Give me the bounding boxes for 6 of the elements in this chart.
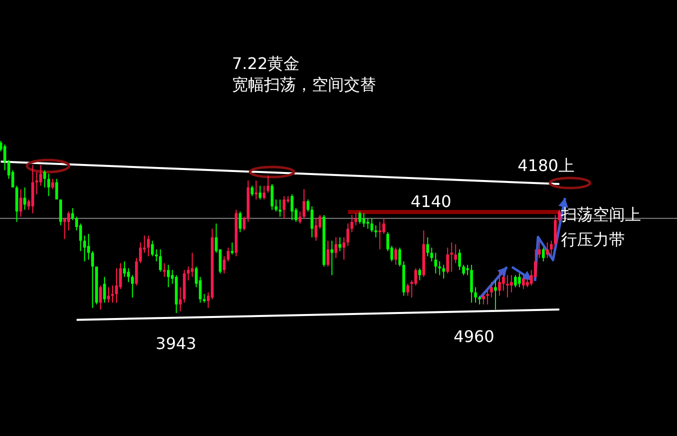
annotation: 4180上	[518, 156, 574, 175]
subtitle: 宽幅扫荡，空间交替	[232, 75, 376, 94]
annotation: 4140	[410, 192, 452, 211]
annotation: 4960	[454, 327, 494, 346]
title: 7.22黄金	[232, 54, 300, 73]
annotation: 3943	[156, 334, 196, 353]
